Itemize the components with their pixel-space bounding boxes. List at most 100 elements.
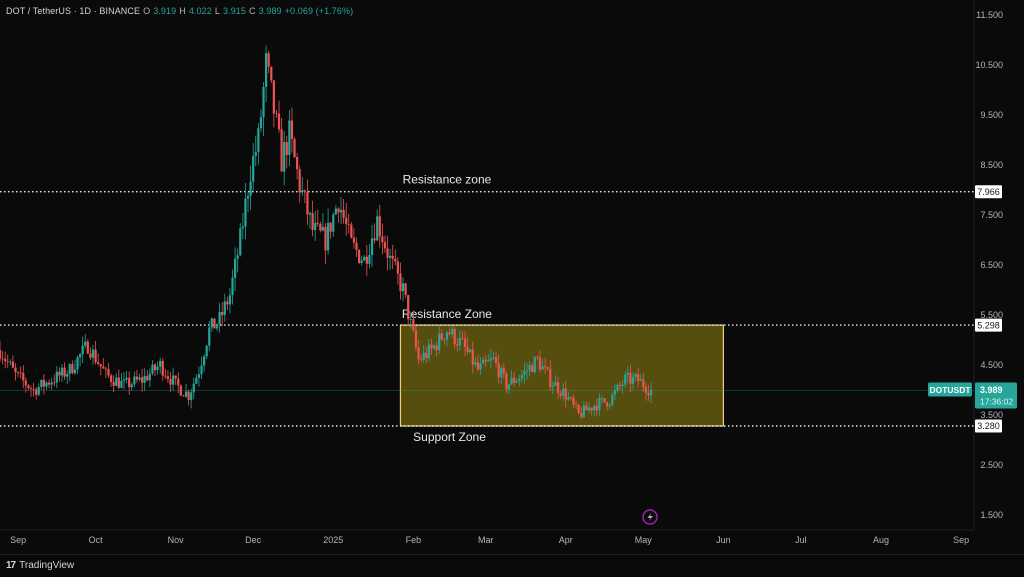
candle-body [587,407,591,411]
candle-body [213,318,216,329]
time-tick-label: Oct [89,535,104,545]
footer-bar: 17 TradingView [0,554,1024,577]
candle-body [618,384,622,387]
candle-body [595,405,598,411]
candle-body [161,360,164,376]
level-price-badge-text: 7.966 [977,187,1000,197]
candle-body [148,373,151,381]
candle-body [629,373,632,384]
candle-body [626,373,629,375]
candle-body [19,372,22,374]
candle-body [76,357,79,370]
candle-body [117,377,120,388]
candle-body [593,405,596,411]
candle-body [24,380,27,386]
candle-body [381,236,384,243]
candle-body [585,405,588,411]
candle-body [494,357,498,363]
candle-body [365,256,368,264]
candle-body [257,128,260,152]
price-tick-label: 8.500 [980,160,1003,170]
candle-body [45,382,48,387]
candle-body [236,255,239,259]
candle-body [200,365,203,375]
candle-body [42,379,46,387]
candle-body [156,366,159,371]
symbol-title[interactable]: DOT / TetherUS · 1D · BINANCE [6,6,141,16]
time-axis[interactable]: Sep Oct Nov Dec 2025 Feb Mar Apr May Jun Jul Aug Sep [10,535,969,545]
candle-body [580,413,583,418]
level-label: Support Zone [413,430,486,444]
price-tick-label: 7.500 [980,210,1003,220]
tradingview-brand[interactable]: 17 TradingView [6,560,74,571]
close-value: 3.989 [258,6,282,16]
candle-body [554,382,557,386]
candle-body [122,379,126,381]
candle-body [339,209,343,213]
candle-body [130,384,133,388]
candle-body [27,385,30,389]
candle-body [456,344,459,346]
candle-body [298,169,301,193]
candle-body [489,358,492,361]
candle-body [368,255,371,264]
candle-body [68,364,71,375]
candle-body [60,367,64,376]
candle-body [314,222,317,230]
range-zone-box [399,324,724,427]
candle-body [205,345,208,357]
last-price-value: 3.989 [980,385,1003,395]
candle-body [133,376,136,385]
candle-body [606,402,609,407]
candle-body [228,295,232,305]
candle-body [440,333,443,340]
candle-body [272,80,275,114]
candle-body [153,364,157,371]
price-axis[interactable]: 11.500 10.500 9.500 8.500 7.500 6.500 5.500 4.5… [975,10,1003,520]
low-value: 3.915 [223,6,247,16]
candle-body [345,217,348,225]
candle-body [138,377,141,380]
candle-body [187,391,190,401]
bolt-icon[interactable] [642,509,658,525]
candle-body [572,397,575,405]
candle-body [37,387,40,395]
candle-body [151,364,154,374]
candle-body [422,352,425,360]
candle-body [169,378,172,385]
candle-body [53,382,56,384]
candle-body [306,192,309,215]
candle-body [40,379,43,388]
price-tick-label: 3.500 [980,410,1003,420]
time-tick-label: Jul [795,535,807,545]
candle-body [0,350,2,359]
candle-body [159,360,162,367]
candle-body [190,392,193,401]
candle-body [621,384,624,387]
candle-body [16,372,20,374]
high-value: 4.022 [188,6,212,16]
candle-body [195,377,198,384]
candle-body [474,362,477,365]
candle-body [562,388,565,396]
close-label: C [249,6,256,16]
candle-body [373,238,376,241]
candle-body [528,365,531,371]
candle-body [231,277,234,296]
candle-body [631,376,635,384]
candle-body [404,283,407,296]
time-tick-label: Sep [10,535,26,545]
horizontal-lines: Resistance zone Resistance Zone Support Zo… [0,173,974,444]
candle-body [115,377,118,386]
candle-body [239,228,242,256]
candle-body [293,138,296,158]
time-tick-label: May [635,535,653,545]
candle-body [71,364,74,374]
candle-body [347,224,350,225]
candle-body [370,238,374,256]
candle-body [78,354,82,358]
price-tick-label: 11.500 [976,10,1003,20]
candle-body [14,367,17,373]
candle-body [128,377,131,388]
